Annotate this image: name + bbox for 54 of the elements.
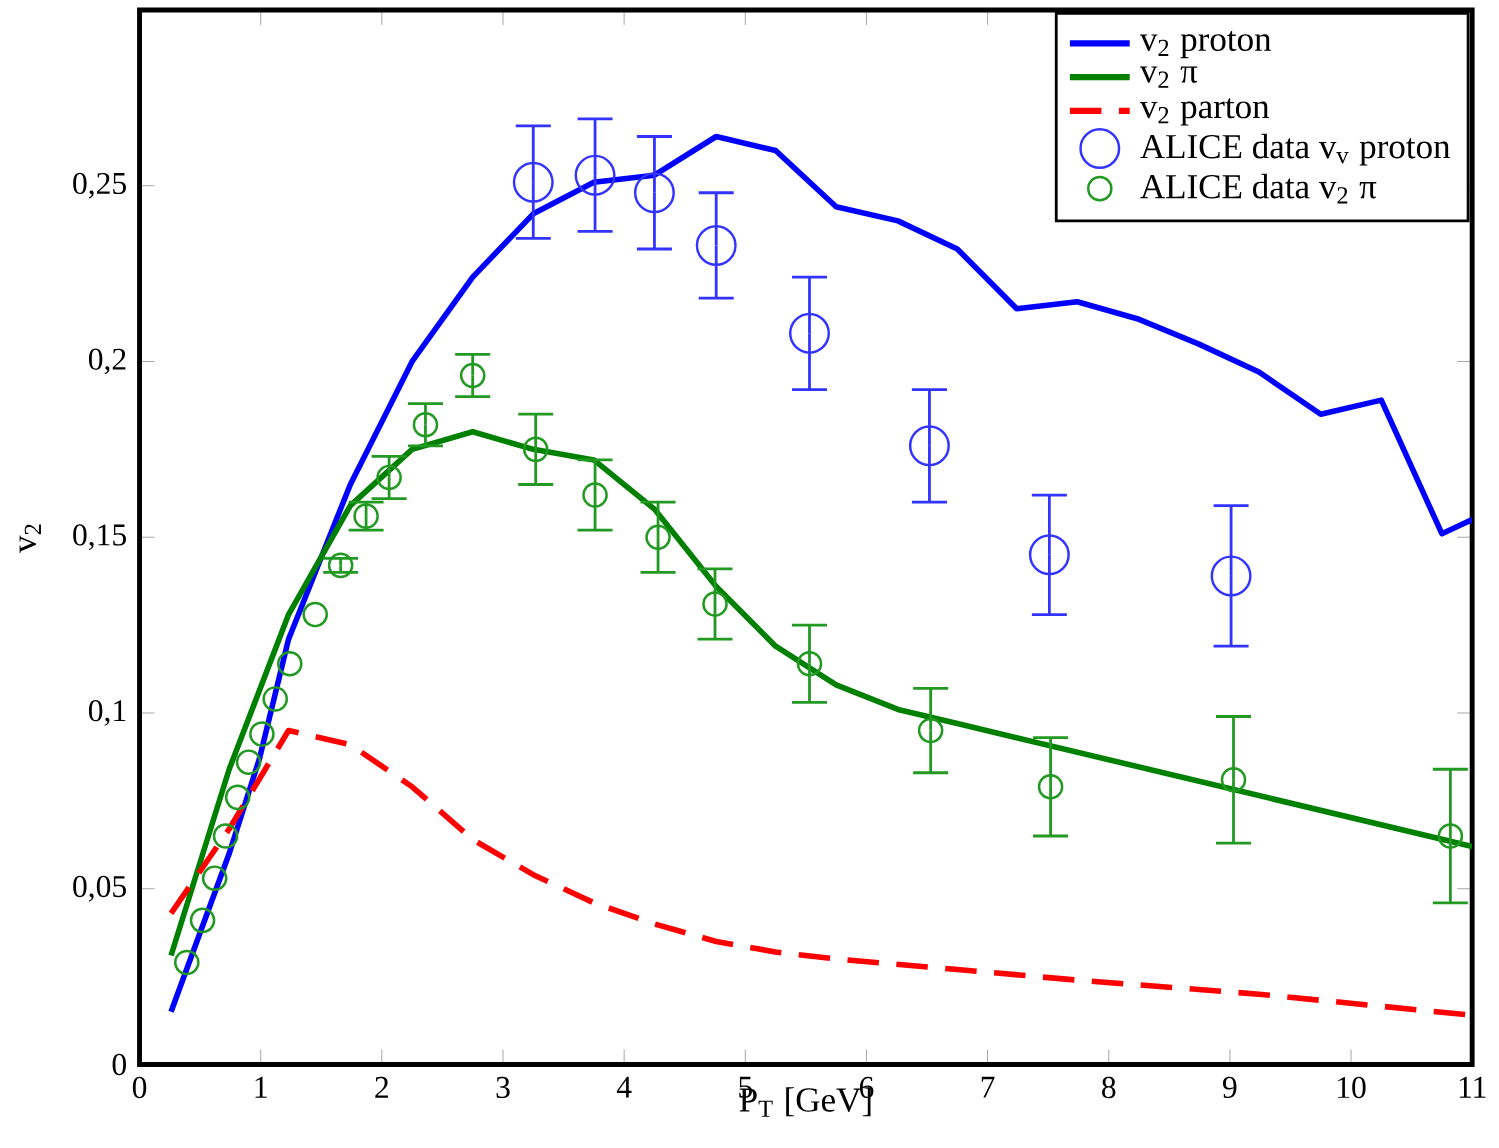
point xyxy=(633,172,675,214)
point xyxy=(917,717,944,744)
x-tick-label: 11 xyxy=(1459,1076,1486,1098)
y-tick-label: 0,15 xyxy=(73,524,126,551)
point xyxy=(582,482,608,508)
point xyxy=(789,312,830,354)
x-tick-label: 10 xyxy=(1338,1076,1366,1099)
point xyxy=(235,749,262,775)
point xyxy=(1437,823,1464,849)
y-tick-label: 0,1 xyxy=(88,699,126,726)
point xyxy=(212,823,239,849)
point xyxy=(276,650,303,677)
point xyxy=(574,154,616,196)
x-tick-label: 7 xyxy=(981,1076,995,1098)
x-tick-label: 3 xyxy=(496,1076,510,1098)
y-tick-label: 0,25 xyxy=(73,172,126,199)
x-tick-label: 9 xyxy=(1222,1076,1237,1098)
legend-label: v$_{2}$ proton xyxy=(1139,30,1272,59)
legend-label: ALICE data v$_{2}$ π xyxy=(1140,173,1377,204)
point xyxy=(412,411,439,438)
y-tick-label: 0,05 xyxy=(73,875,126,902)
point xyxy=(201,865,228,891)
legend-label: v$_{2}$ parton xyxy=(1139,98,1270,126)
point xyxy=(1028,534,1070,576)
point xyxy=(1037,773,1064,800)
x-tick-label: 1 xyxy=(255,1076,267,1098)
point xyxy=(249,721,275,747)
x-tick-label: 8 xyxy=(1102,1076,1116,1099)
point xyxy=(695,224,737,266)
y-tick-label: 0,2 xyxy=(88,348,126,375)
point xyxy=(796,650,823,677)
point xyxy=(908,425,950,467)
point xyxy=(224,784,251,811)
x-tick-label: 2 xyxy=(375,1076,388,1098)
legend-label: v$_{2}$ π xyxy=(1139,66,1198,88)
x-tick-label: 0 xyxy=(132,1076,147,1099)
y-tick-label: 0 xyxy=(112,1053,126,1076)
point xyxy=(702,591,728,617)
y-axis-title: v$_{2}$ xyxy=(19,524,41,553)
point xyxy=(522,436,549,463)
x-tick-label: 4 xyxy=(616,1076,632,1098)
point xyxy=(174,949,200,976)
point xyxy=(262,686,289,712)
point xyxy=(459,362,486,389)
point xyxy=(376,464,402,491)
point xyxy=(1220,766,1247,793)
point xyxy=(189,907,216,934)
point xyxy=(645,524,671,550)
point xyxy=(302,601,328,628)
legend-label: ALICE data v$_{v}$ proton xyxy=(1140,133,1451,166)
point xyxy=(512,161,554,203)
point xyxy=(327,552,354,579)
point xyxy=(353,503,379,529)
point xyxy=(1210,555,1252,597)
